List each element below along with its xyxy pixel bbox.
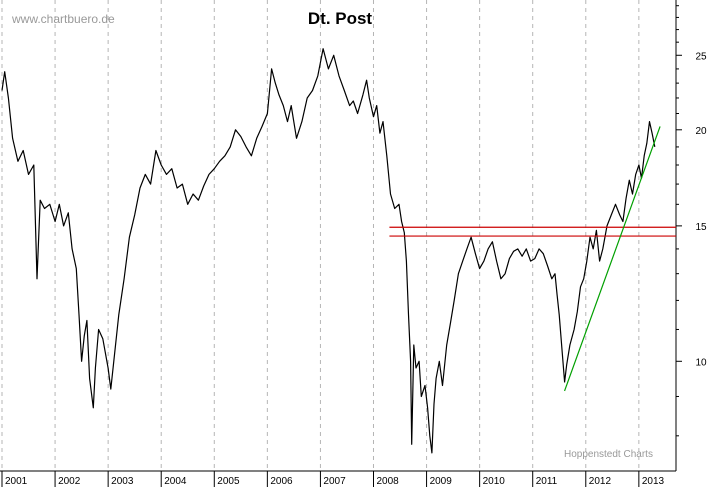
y-tick-label-15: 15 bbox=[695, 222, 707, 233]
x-tick-label-2010: 2010 bbox=[483, 476, 506, 487]
x-tick-label-2006: 2006 bbox=[270, 476, 293, 487]
x-tick-label-2009: 2009 bbox=[430, 476, 453, 487]
x-tick-label-2001: 2001 bbox=[5, 476, 28, 487]
x-tick-label-2003: 2003 bbox=[111, 476, 134, 487]
x-tick-label-2005: 2005 bbox=[217, 476, 240, 487]
y-tick-label-25: 25 bbox=[695, 51, 707, 62]
watermark-text: www.chartbuero.de bbox=[11, 12, 115, 26]
y-tick-label-20: 20 bbox=[695, 126, 707, 137]
x-tick-label-2011: 2011 bbox=[536, 476, 558, 487]
x-tick-label-2008: 2008 bbox=[376, 476, 399, 487]
x-tick-label-2004: 2004 bbox=[164, 476, 187, 487]
x-tick-label-2007: 2007 bbox=[323, 476, 346, 487]
x-tick-label-2012: 2012 bbox=[589, 476, 612, 487]
y-axis: 10 15 20 25 bbox=[675, 0, 707, 471]
y-tick-label-10: 10 bbox=[695, 357, 707, 368]
chart-annotations bbox=[389, 126, 676, 392]
price-line-0 bbox=[1, 48, 656, 454]
x-tick-label-2002: 2002 bbox=[58, 476, 81, 487]
chart-title: Dt. Post bbox=[308, 9, 373, 28]
trend-line bbox=[563, 126, 661, 392]
price-series bbox=[1, 48, 656, 454]
x-tick-label-2013: 2013 bbox=[642, 476, 665, 487]
credit-text: Hoppenstedt Charts bbox=[564, 449, 653, 460]
x-axis: 2001 2002 2003 2004 2005 2006 2007 2008 2009 2010… bbox=[0, 470, 676, 487]
